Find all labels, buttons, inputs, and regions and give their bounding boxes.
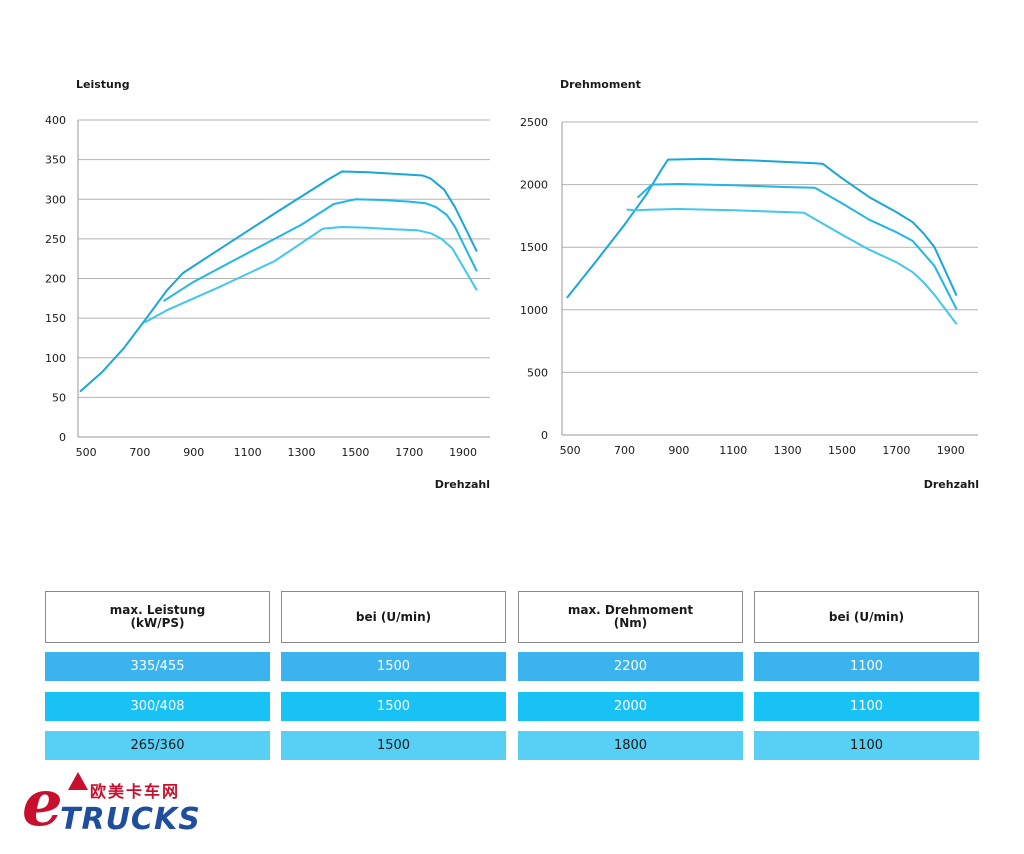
series-line-2: [637, 183, 958, 310]
charts-area: Leistung 0 50 100 150 200 250 300 350 400 500 700 90…: [45, 78, 979, 491]
x-tick-label: 1900: [937, 444, 965, 457]
cell-torque-rpm-row-1: 1100: [754, 652, 979, 681]
y-tick-label: 250: [45, 233, 66, 246]
y-tick-label: 350: [45, 154, 66, 167]
cell-power-row-1: 335/455: [45, 652, 270, 681]
y-tick-label: 0: [541, 429, 548, 442]
x-axis-label: Drehzahl: [435, 478, 490, 491]
x-tick-label: 1900: [449, 446, 477, 459]
chart-title: Leistung: [76, 78, 130, 91]
cell-torque-row-3: 1800: [518, 731, 743, 760]
series-line-2: [163, 198, 478, 302]
x-tick-label: 1300: [774, 444, 802, 457]
y-tick-label: 400: [45, 114, 66, 127]
x-axis-label: Drehzahl: [924, 478, 979, 491]
logo-wordmark: TRUCKS: [60, 802, 201, 837]
cell-power-rpm-row-1: 1500: [281, 652, 506, 681]
x-tick-label: 900: [183, 446, 204, 459]
cell-torque-row-1: 2200: [518, 652, 743, 681]
y-tick-label: 150: [45, 312, 66, 325]
y-tick-label: 1000: [520, 304, 548, 317]
y-tick-label: 100: [45, 352, 66, 365]
cell-power-row-2: 300/408: [45, 692, 270, 721]
x-tick-label: 1300: [288, 446, 316, 459]
torque-chart: Drehmoment 0 500 1000 1500 2000 2500 500 700 900 1…: [520, 78, 979, 491]
y-tick-label: 0: [59, 431, 66, 444]
cell-torque-rpm-row-3: 1100: [754, 731, 979, 760]
x-tick-label: 1100: [719, 444, 747, 457]
x-tick-label: 1100: [234, 446, 262, 459]
y-tick-label: 50: [52, 391, 66, 404]
cell-power-rpm-row-2: 1500: [281, 692, 506, 721]
series-line-3: [626, 208, 958, 325]
y-tick-label: 500: [527, 366, 548, 379]
x-tick-label: 500: [560, 444, 581, 457]
chart-title: Drehmoment: [560, 78, 641, 91]
header-max-power: max. Leistung (kW/PS): [45, 591, 270, 643]
power-chart: Leistung 0 50 100 150 200 250 300 350 400 500 700 90…: [45, 78, 490, 491]
x-tick-label: 1500: [828, 444, 856, 457]
x-tick-label: 1500: [341, 446, 369, 459]
header-torque-rpm: bei (U/min): [754, 591, 979, 643]
logo-letter: e: [22, 766, 63, 841]
series-line-1: [79, 170, 478, 392]
y-tick-label: 1500: [520, 241, 548, 254]
y-tick-label: 2500: [520, 116, 548, 129]
cell-torque-row-2: 2000: [518, 692, 743, 721]
y-tick-label: 200: [45, 273, 66, 286]
cell-power-rpm-row-3: 1500: [281, 731, 506, 760]
series-line-1: [566, 157, 958, 299]
x-tick-label: 1700: [395, 446, 423, 459]
x-tick-label: 500: [76, 446, 97, 459]
cell-power-row-3: 265/360: [45, 731, 270, 760]
header-max-torque: max. Drehmoment (Nm): [518, 591, 743, 643]
cell-torque-rpm-row-2: 1100: [754, 692, 979, 721]
y-tick-label: 300: [45, 193, 66, 206]
logo-chinese-text: 欧美卡车网: [90, 782, 181, 801]
etrucks-logo: e 欧美卡车网 TRUCKS: [20, 770, 210, 840]
header-power-rpm: bei (U/min): [281, 591, 506, 643]
y-tick-label: 2000: [520, 179, 548, 192]
logo-triangle: [68, 772, 88, 790]
series-line-3: [144, 226, 478, 324]
x-tick-label: 700: [614, 444, 635, 457]
x-tick-label: 900: [668, 444, 689, 457]
x-tick-label: 1700: [882, 444, 910, 457]
x-tick-label: 700: [129, 446, 150, 459]
